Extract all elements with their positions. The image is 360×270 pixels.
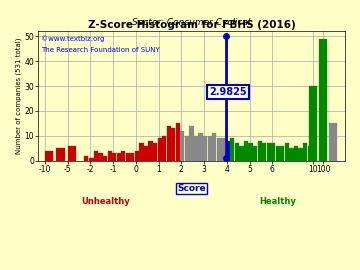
Bar <box>230 138 234 161</box>
Bar <box>194 136 198 161</box>
Bar <box>329 123 337 161</box>
Bar <box>126 153 130 161</box>
Bar <box>244 141 248 161</box>
Bar <box>303 143 307 161</box>
Bar <box>307 146 312 161</box>
Bar <box>112 153 116 161</box>
Text: Healthy: Healthy <box>259 197 296 206</box>
Bar <box>139 143 144 161</box>
Bar <box>108 151 112 161</box>
Bar <box>167 126 171 161</box>
Bar <box>130 153 134 161</box>
Bar <box>45 151 53 161</box>
Bar <box>248 143 253 161</box>
Bar <box>153 143 157 161</box>
Bar <box>68 146 76 161</box>
Bar <box>94 151 98 161</box>
Bar <box>117 153 121 161</box>
Bar <box>135 151 139 161</box>
Text: The Research Foundation of SUNY: The Research Foundation of SUNY <box>41 47 160 53</box>
Text: Unhealthy: Unhealthy <box>81 197 130 206</box>
Bar <box>217 138 221 161</box>
Y-axis label: Number of companies (531 total): Number of companies (531 total) <box>15 38 22 154</box>
Bar <box>221 138 225 161</box>
Bar <box>176 123 180 161</box>
Bar <box>121 151 125 161</box>
Bar <box>198 133 203 161</box>
Bar <box>212 133 216 161</box>
Bar <box>207 136 212 161</box>
Bar <box>144 146 148 161</box>
Bar <box>285 143 289 161</box>
Bar <box>185 136 189 161</box>
Text: ©www.textbiz.org: ©www.textbiz.org <box>41 35 105 42</box>
Bar <box>103 156 107 161</box>
Title: Z-Score Histogram for FBHS (2016): Z-Score Histogram for FBHS (2016) <box>88 21 296 31</box>
Bar <box>262 143 266 161</box>
Bar <box>148 141 153 161</box>
Bar <box>171 129 175 161</box>
Bar <box>239 146 243 161</box>
Bar <box>162 136 166 161</box>
Text: 2.9825: 2.9825 <box>209 87 247 97</box>
Bar <box>226 141 230 161</box>
Bar <box>180 131 184 161</box>
Bar <box>298 148 303 161</box>
Bar <box>319 39 327 161</box>
Bar <box>253 146 257 161</box>
Bar <box>89 158 94 161</box>
Bar <box>158 138 162 161</box>
Bar <box>309 86 317 161</box>
Bar <box>276 146 280 161</box>
Bar <box>257 141 262 161</box>
Bar <box>203 136 207 161</box>
Bar <box>235 143 239 161</box>
Bar <box>98 153 103 161</box>
Bar <box>57 148 65 161</box>
Bar <box>294 146 298 161</box>
Bar <box>189 126 194 161</box>
Bar <box>280 146 284 161</box>
Bar <box>289 148 293 161</box>
Text: Sector: Consumer Cyclical: Sector: Consumer Cyclical <box>132 18 251 27</box>
Bar <box>84 156 88 161</box>
Text: Score: Score <box>177 184 206 193</box>
Bar <box>267 143 271 161</box>
Bar <box>271 143 275 161</box>
